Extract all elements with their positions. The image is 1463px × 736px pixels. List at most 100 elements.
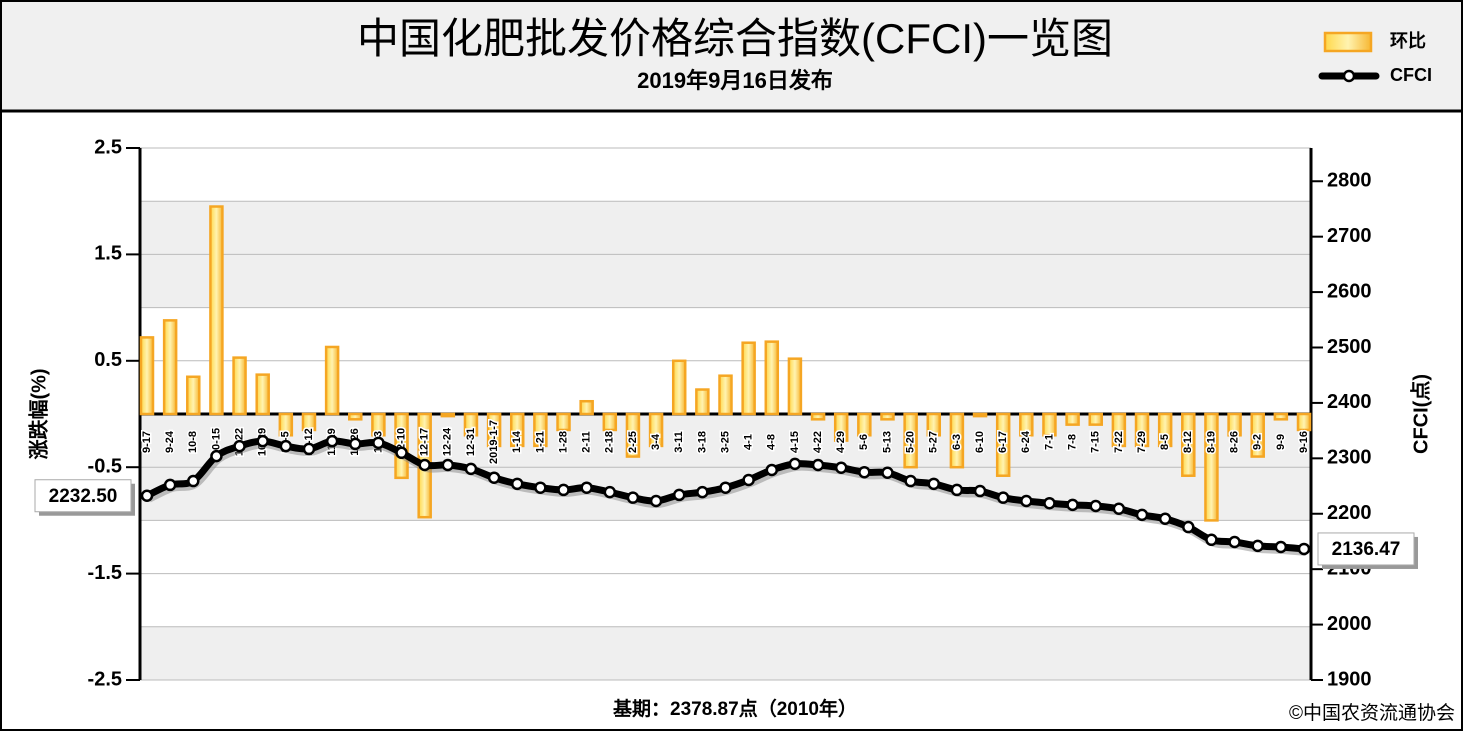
bar xyxy=(1227,412,1242,437)
y-tick-label: 1.5 xyxy=(94,243,122,265)
y-axis-label: 涨跌幅(%) xyxy=(26,368,50,459)
bar xyxy=(880,412,895,421)
marker xyxy=(1205,533,1218,547)
marker xyxy=(649,494,663,508)
bar xyxy=(857,412,872,437)
marker xyxy=(834,461,848,475)
marker xyxy=(395,446,408,460)
x-tick-label: 5-6 xyxy=(858,434,870,450)
marker xyxy=(534,481,547,494)
legend-label: 环比 xyxy=(1390,31,1426,51)
x-tick-label: 6-24 xyxy=(1020,430,1032,453)
bar xyxy=(1273,412,1289,421)
bar xyxy=(787,357,803,416)
marker xyxy=(140,489,154,502)
marker xyxy=(1089,499,1102,513)
x-tick-label: 4-15 xyxy=(789,431,801,453)
bar xyxy=(1181,412,1196,477)
footnote: 基期：2378.87点（2010年） xyxy=(612,697,857,720)
source: ©中国农资流通协会 xyxy=(1289,702,1455,724)
marker xyxy=(881,466,894,479)
marker xyxy=(210,449,223,463)
bar xyxy=(926,412,942,437)
bar xyxy=(255,373,270,416)
marker xyxy=(603,485,617,499)
x-tick-label: 9-24 xyxy=(164,430,176,453)
marker xyxy=(256,434,269,448)
bar xyxy=(486,412,502,448)
x-tick-label: 7-1 xyxy=(1043,434,1055,450)
bar xyxy=(1157,412,1173,448)
bar xyxy=(764,340,780,416)
bar xyxy=(1065,412,1080,426)
band xyxy=(140,201,1311,255)
bar xyxy=(741,341,756,416)
bar xyxy=(232,356,247,416)
bar xyxy=(139,336,155,416)
bar xyxy=(671,359,687,416)
marker xyxy=(1228,535,1241,549)
y2-axis-label: CFCI(点) xyxy=(1409,374,1432,454)
x-tick-label: 8-26 xyxy=(1228,431,1240,453)
band xyxy=(140,307,1311,361)
bar xyxy=(463,412,479,437)
x-tick-label: 10-8 xyxy=(187,431,199,453)
y-tick-label: 2.5 xyxy=(94,136,122,158)
x-tick-label: 12-31 xyxy=(465,428,477,456)
bar xyxy=(209,205,224,416)
marker xyxy=(372,436,385,450)
marker xyxy=(719,481,732,494)
band xyxy=(140,148,1311,202)
marker xyxy=(187,474,200,488)
marker xyxy=(904,474,917,488)
y-tick-label: 0.5 xyxy=(94,349,122,371)
y2-tick-label: 2000 xyxy=(1327,613,1372,635)
bar xyxy=(324,345,340,416)
bar xyxy=(602,412,618,432)
x-tick-label: 5-13 xyxy=(881,431,893,453)
x-tick-label: 7-29 xyxy=(1136,431,1148,453)
marker xyxy=(233,439,246,453)
bar xyxy=(1019,412,1034,437)
x-tick-label: 4-1 xyxy=(743,434,755,450)
y2-tick-label: 2600 xyxy=(1327,280,1372,302)
x-tick-label: 1-21 xyxy=(534,431,546,453)
band xyxy=(140,520,1311,574)
x-tick-label: 2-25 xyxy=(627,431,639,453)
band xyxy=(140,254,1311,308)
marker xyxy=(302,442,316,456)
y-tick-label: -0.5 xyxy=(88,455,122,477)
bar xyxy=(533,412,548,448)
x-tick-label: 6-10 xyxy=(974,431,986,453)
y2-tick-label: 2800 xyxy=(1327,170,1372,192)
bar xyxy=(186,375,201,416)
marker xyxy=(1135,508,1149,522)
marker xyxy=(696,485,709,499)
marker xyxy=(1112,502,1126,516)
bar xyxy=(810,412,826,421)
x-tick-label: 4-22 xyxy=(812,431,824,453)
x-tick-label: 9-9 xyxy=(1275,434,1287,450)
bar xyxy=(371,412,386,437)
marker xyxy=(1182,520,1195,534)
x-tick-label: 8-5 xyxy=(1159,434,1171,450)
marker xyxy=(557,483,570,497)
x-tick-label: 9-2 xyxy=(1252,434,1264,450)
marker xyxy=(858,465,871,479)
marker xyxy=(1297,542,1311,556)
marker xyxy=(950,483,964,497)
bar xyxy=(1042,412,1057,437)
marker xyxy=(765,463,779,477)
marker xyxy=(811,458,825,472)
band xyxy=(140,626,1311,680)
marker xyxy=(1274,540,1288,554)
x-tick-label: 5-20 xyxy=(905,431,917,453)
x-tick-label: 12-24 xyxy=(442,427,454,456)
marker xyxy=(626,491,640,504)
value-label: 2136.47 xyxy=(1332,539,1401,560)
marker xyxy=(672,488,686,502)
marker xyxy=(464,462,478,476)
x-tick-label: 6-17 xyxy=(997,431,1009,453)
bar xyxy=(833,412,849,442)
legend-swatch xyxy=(1323,31,1373,53)
